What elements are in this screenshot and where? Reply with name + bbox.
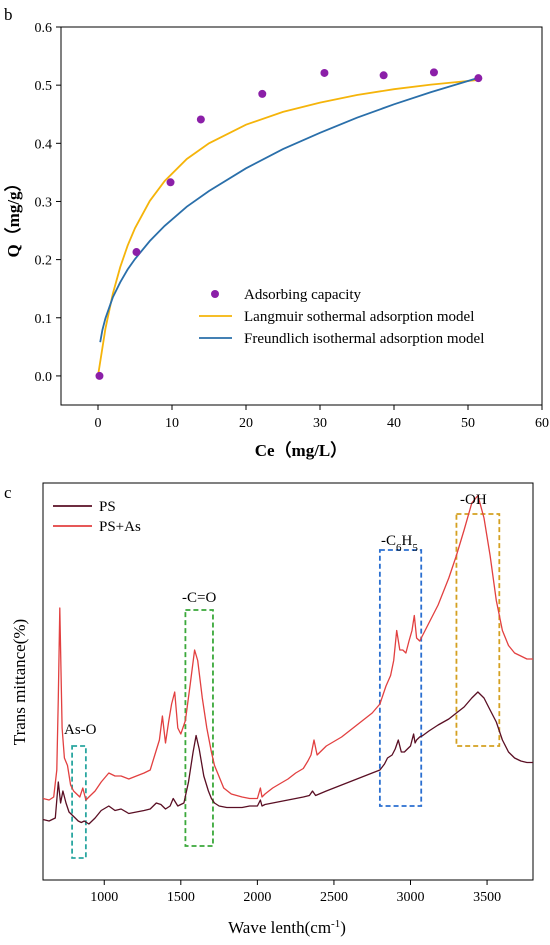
data-point (166, 178, 175, 187)
model-curve-line (99, 76, 480, 343)
y-tick-label-b: 0.4 (35, 137, 53, 152)
data-point (320, 68, 329, 77)
legend-label-ps: PS (99, 499, 116, 515)
legend-marker-points (211, 290, 219, 298)
y-tick-label-b: 0.3 (35, 195, 53, 210)
peak-box (184, 609, 214, 847)
x-tick-label-b: 40 (387, 416, 401, 431)
annotation-c6h5: -C6H5 (381, 533, 418, 554)
peak-annotation-boxes (71, 513, 501, 859)
panel-label-c: c (4, 483, 12, 502)
x-tick-label-c: 1000 (90, 890, 118, 905)
spectrum-lines (42, 494, 533, 825)
y-tick-label-b: 0.1 (35, 312, 53, 327)
x-tick-label-b: 60 (535, 416, 549, 431)
x-tick-label-b: 0 (95, 416, 102, 431)
x-axis-ticks-c: 1000 1500 2000 2500 3000 3500 (90, 880, 501, 905)
legend-label-freundlich: Freundlich isothermal adsorption model (244, 331, 484, 347)
y-tick-label-b: 0.0 (35, 370, 53, 385)
data-point (196, 115, 205, 124)
x-axis-title-c: Wave lenth(cm-1) (228, 918, 346, 937)
y-tick-label-b: 0.2 (35, 254, 53, 269)
data-point (429, 68, 438, 77)
annotation-c6h5-main: -C (381, 533, 396, 549)
annotation-oh: -OH (460, 492, 487, 508)
peak-box (455, 513, 501, 747)
data-point (132, 248, 141, 257)
x-tick-label-b: 10 (165, 416, 179, 431)
ftir-spectrum-chart: c 1000 1500 2000 2500 3000 3500 As-O -C=O -C6… (4, 482, 534, 937)
x-axis-ticks-b: 0 10 20 30 40 50 60 (95, 405, 549, 431)
panel-label-b: b (4, 5, 13, 24)
x-tick-label-b: 30 (313, 416, 327, 431)
y-tick-label-b: 0.6 (35, 21, 53, 36)
spectrum-line (42, 691, 533, 825)
annotation-c-o: -C=O (182, 590, 216, 606)
model-curves (97, 76, 480, 377)
adsorption-isotherm-chart: b 0 10 20 30 40 50 60 0.0 0.1 0.2 0.3 0.4 0.5 0.6 Ce… (3, 5, 549, 460)
x-tick-label-c: 2500 (320, 890, 348, 905)
x-axis-title-b: Ce（mg/L） (255, 440, 348, 460)
data-point (474, 74, 483, 83)
legend-label-langmuir: Langmuir sothermal adsorption model (244, 309, 474, 325)
y-tick-label-b: 0.5 (35, 79, 53, 94)
annotation-c6h5-sub2: 5 (412, 542, 418, 554)
legend-label-ps-as: PS+As (99, 519, 141, 535)
x-tick-label-c: 3000 (397, 890, 425, 905)
plot-frame-b (60, 26, 543, 406)
peak-box (71, 745, 87, 859)
data-point (379, 71, 388, 80)
x-tick-label-c: 3500 (473, 890, 501, 905)
plot-frame-c (42, 482, 534, 881)
data-points (95, 68, 483, 380)
x-tick-label-b: 20 (239, 416, 253, 431)
x-tick-label-c: 2000 (243, 890, 271, 905)
y-axis-ticks-b: 0.0 0.1 0.2 0.3 0.4 0.5 0.6 (35, 21, 61, 385)
data-point (95, 371, 104, 380)
x-tick-label-b: 50 (461, 416, 475, 431)
legend-label-points: Adsorbing capacity (244, 287, 362, 303)
peak-box (378, 549, 423, 807)
legend-c: PS PS+As (53, 499, 141, 535)
x-tick-label-c: 1500 (167, 890, 195, 905)
x-axis-title-c-main: Wave lenth(cm (228, 918, 331, 937)
annotation-as-o: As-O (64, 722, 97, 738)
annotation-c6h5-h: H (402, 533, 413, 549)
data-point (258, 89, 267, 98)
annotation-c6h5-sub: 6 (396, 542, 402, 554)
model-curve-line (97, 79, 480, 377)
x-axis-title-c-sup: -1 (331, 918, 340, 930)
legend-b: Adsorbing capacity Langmuir sothermal ad… (199, 287, 484, 347)
spectrum-line (42, 494, 533, 801)
x-axis-title-c-close: ) (340, 918, 346, 937)
y-axis-title-b: Q（mg/g） (3, 174, 23, 257)
y-axis-title-c: Trans mittance(%) (10, 619, 29, 745)
